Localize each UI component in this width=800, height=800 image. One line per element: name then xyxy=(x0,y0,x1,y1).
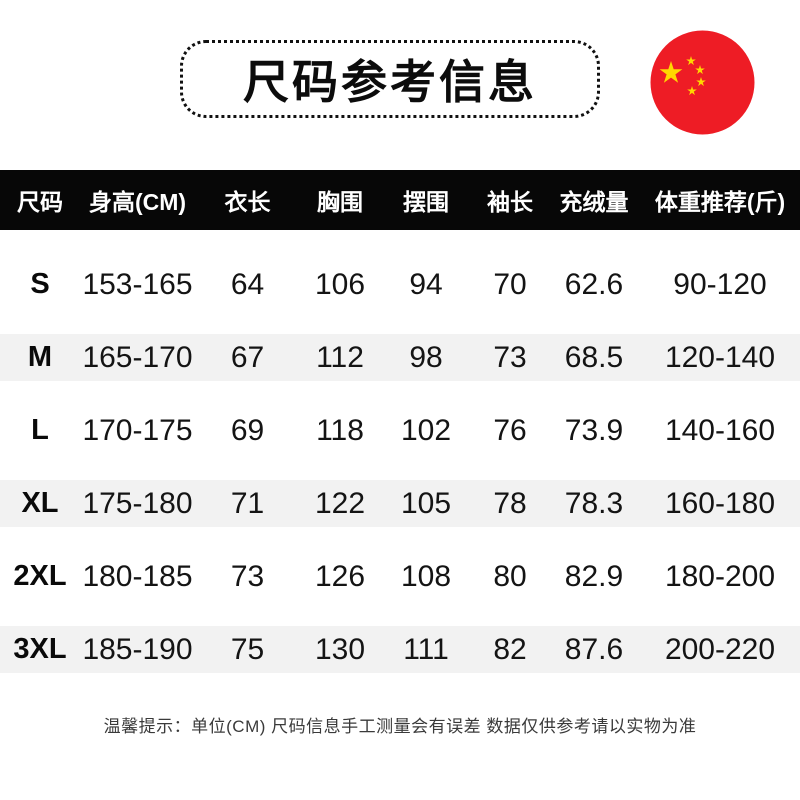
down-fill-value: 82.9 xyxy=(564,559,624,593)
column-header-hem: 摆围 xyxy=(403,189,449,215)
weight-range-value: 140-160 xyxy=(664,413,776,447)
table-row: 2XL 180-185 73 126 108 80 82.9 180-200 xyxy=(0,540,800,613)
weight-range-value: 180-200 xyxy=(664,559,776,593)
sleeve-value: 82 xyxy=(493,632,527,666)
down-fill-value: 87.6 xyxy=(564,632,624,666)
garment-length-value: 73 xyxy=(230,559,265,593)
garment-length-value: 69 xyxy=(230,413,265,447)
garment-length-value: 64 xyxy=(230,267,265,301)
sleeve-value: 70 xyxy=(493,267,527,301)
height-value: 180-185 xyxy=(82,559,193,593)
column-header-chest: 胸围 xyxy=(317,189,363,215)
size-label: XL xyxy=(21,487,59,519)
table-row: S 153-165 64 106 94 70 62.6 90-120 xyxy=(0,248,800,321)
height-value: 165-170 xyxy=(82,340,193,374)
table-row: L 170-175 69 118 102 76 73.9 140-160 xyxy=(0,394,800,467)
garment-length-value: 75 xyxy=(230,632,265,666)
size-label: S xyxy=(30,268,50,300)
column-header-down-fill: 充绒量 xyxy=(559,189,629,215)
chest-value: 130 xyxy=(314,632,366,666)
garment-length-value: 71 xyxy=(230,486,265,520)
hem-value: 98 xyxy=(409,340,443,374)
column-header-size: 尺码 xyxy=(17,189,63,215)
garment-length-value: 67 xyxy=(230,340,265,374)
down-fill-value: 73.9 xyxy=(564,413,624,447)
china-flag-icon xyxy=(650,30,755,135)
hem-value: 102 xyxy=(400,413,452,447)
down-fill-value: 62.6 xyxy=(564,267,624,301)
column-header-weight-range: 体重推荐(斤) xyxy=(654,189,786,215)
table-row: M 165-170 67 112 98 73 68.5 120-140 xyxy=(0,321,800,394)
table-header-row: 尺码 身高(CM) 衣长 胸围 摆围 袖长 充绒量 体重推荐(斤) xyxy=(0,170,800,230)
sleeve-value: 76 xyxy=(493,413,527,447)
column-header-garment-length: 衣长 xyxy=(224,189,271,215)
height-value: 185-190 xyxy=(82,632,193,666)
page-title: 尺码参考信息 xyxy=(243,56,537,108)
weight-range-value: 200-220 xyxy=(664,632,776,666)
column-header-sleeve: 袖长 xyxy=(487,189,533,215)
sleeve-value: 80 xyxy=(493,559,527,593)
chest-value: 106 xyxy=(314,267,366,301)
size-label: M xyxy=(27,341,53,373)
table-row: 3XL 185-190 75 130 111 82 87.6 200-220 xyxy=(0,613,800,686)
sleeve-value: 73 xyxy=(493,340,527,374)
table-body: S 153-165 64 106 94 70 62.6 90-120 M 165… xyxy=(0,230,800,686)
height-value: 153-165 xyxy=(82,267,193,301)
height-value: 170-175 xyxy=(82,413,193,447)
hem-value: 105 xyxy=(400,486,452,520)
down-fill-value: 68.5 xyxy=(564,340,624,374)
hem-value: 111 xyxy=(403,632,449,666)
chest-value: 118 xyxy=(316,413,364,447)
size-table: 尺码 身高(CM) 衣长 胸围 摆围 袖长 充绒量 体重推荐(斤) S 153-… xyxy=(0,170,800,686)
weight-range-value: 90-120 xyxy=(673,267,767,301)
hem-value: 108 xyxy=(400,559,452,593)
size-label: L xyxy=(31,414,49,446)
chest-value: 122 xyxy=(314,486,366,520)
weight-range-value: 160-180 xyxy=(664,486,776,520)
weight-range-value: 120-140 xyxy=(664,340,776,374)
hem-value: 94 xyxy=(409,267,443,301)
down-fill-value: 78.3 xyxy=(564,486,624,520)
column-header-height: 身高(CM) xyxy=(88,189,187,215)
table-row: XL 175-180 71 122 105 78 78.3 160-180 xyxy=(0,467,800,540)
sleeve-value: 78 xyxy=(493,486,527,520)
size-label: 2XL xyxy=(13,560,67,592)
chest-value: 126 xyxy=(314,559,366,593)
size-chart-title-box: 尺码参考信息 xyxy=(180,40,600,118)
chest-value: 112 xyxy=(316,340,364,374)
height-value: 175-180 xyxy=(82,486,193,520)
size-label: 3XL xyxy=(13,633,67,665)
footer-note: 温馨提示：单位(CM) 尺码信息手工测量会有误差 数据仅供参考请以实物为准 xyxy=(103,717,697,736)
